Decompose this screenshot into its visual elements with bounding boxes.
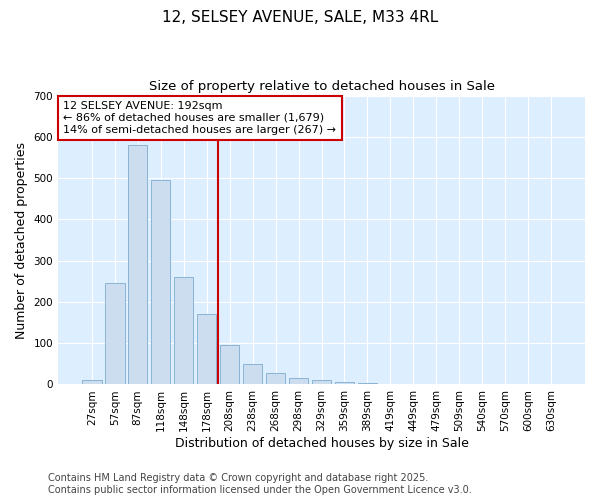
Bar: [335, 382, 354, 384]
Bar: [266, 374, 286, 384]
X-axis label: Distribution of detached houses by size in Sale: Distribution of detached houses by size …: [175, 437, 469, 450]
Y-axis label: Number of detached properties: Number of detached properties: [15, 142, 28, 338]
Bar: [105, 284, 125, 384]
Bar: [220, 346, 239, 385]
Title: Size of property relative to detached houses in Sale: Size of property relative to detached ho…: [149, 80, 494, 93]
Bar: [197, 314, 217, 384]
Text: Contains HM Land Registry data © Crown copyright and database right 2025.
Contai: Contains HM Land Registry data © Crown c…: [48, 474, 472, 495]
Text: 12 SELSEY AVENUE: 192sqm
← 86% of detached houses are smaller (1,679)
14% of sem: 12 SELSEY AVENUE: 192sqm ← 86% of detach…: [64, 102, 337, 134]
Bar: [243, 364, 262, 384]
Bar: [289, 378, 308, 384]
Bar: [151, 180, 170, 384]
Text: 12, SELSEY AVENUE, SALE, M33 4RL: 12, SELSEY AVENUE, SALE, M33 4RL: [162, 10, 438, 25]
Bar: [312, 380, 331, 384]
Bar: [174, 277, 193, 384]
Bar: [358, 383, 377, 384]
Bar: [128, 145, 148, 384]
Bar: [82, 380, 101, 384]
